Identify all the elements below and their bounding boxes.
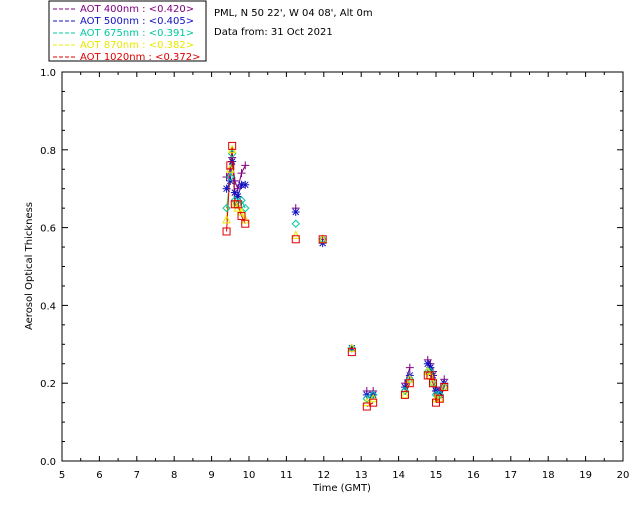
series-segment	[237, 173, 243, 189]
plot-frame	[61, 71, 624, 462]
triangle-marker	[347, 343, 357, 352]
square-marker	[237, 211, 246, 220]
x-tick-label: 7	[134, 470, 140, 481]
legend-frame	[48, 0, 207, 62]
square-marker	[233, 200, 242, 209]
x-tick-label: 20	[617, 470, 630, 481]
plus-marker	[237, 169, 246, 178]
series-segment	[241, 200, 246, 209]
triangle-marker	[368, 393, 378, 403]
y-axis-label: Aerosol Optical Thickness	[24, 202, 35, 330]
asterisk-marker	[291, 208, 300, 217]
x-tick-label: 15	[430, 470, 443, 481]
x-tick-label: 11	[280, 470, 293, 481]
diamond-marker	[241, 203, 250, 213]
diamond-marker	[400, 386, 410, 396]
y-tick-label: 0.8	[40, 146, 56, 157]
square-marker	[426, 371, 435, 380]
x-tick-label: 8	[171, 470, 177, 481]
square-marker	[241, 219, 250, 228]
triangle-marker	[222, 214, 231, 224]
y-tick-label: 1.0	[40, 68, 56, 79]
legend-label: AOT 500nm : <0.405>	[80, 16, 194, 27]
x-tick-label: 17	[504, 470, 517, 481]
asterisk-marker	[222, 184, 231, 193]
y-tick-label: 0.2	[40, 379, 56, 390]
x-tick-label: 14	[392, 470, 405, 481]
series-segment	[241, 165, 246, 174]
square-marker	[318, 235, 327, 244]
asterisk-marker	[241, 180, 250, 189]
legend: AOT 400nm : <0.420>AOT 500nm : <0.405>AO…	[48, 0, 207, 63]
triangle-marker	[423, 366, 433, 376]
y-tick-label: 0.6	[40, 224, 56, 235]
x-tick-label: 9	[208, 470, 214, 481]
square-marker	[400, 390, 409, 399]
x-tick-label: 10	[243, 470, 256, 481]
plus-marker	[241, 161, 250, 170]
square-marker	[347, 348, 356, 357]
axes: 5 6 7 8 9 10 11 12 13 14 15 16 17 18 19 20 0.0 0.2 0.4 0.6 0…	[40, 68, 629, 481]
legend-label: AOT 400nm : <0.420>	[80, 4, 194, 15]
square-marker	[405, 379, 414, 388]
x-tick-label: 13	[355, 470, 368, 481]
x-tick-label: 6	[96, 470, 102, 481]
legend-label: AOT 870nm : <0.382>	[80, 40, 194, 51]
diamond-marker	[368, 390, 378, 400]
y-tick-label: 0.4	[40, 301, 56, 312]
legend-label: AOT 1020nm : <0.372>	[80, 52, 200, 63]
square-marker	[440, 383, 449, 392]
triangle-marker	[405, 374, 415, 383]
square-marker	[226, 161, 235, 170]
triangle-marker	[237, 206, 246, 216]
square-marker	[429, 379, 438, 388]
x-tick-label: 19	[579, 470, 592, 481]
series-segment	[226, 165, 231, 232]
square-marker	[222, 227, 231, 236]
location-text: PML, N 50 22', W 04 08', Alt 0m	[214, 8, 373, 19]
diamond-marker	[222, 203, 231, 213]
diamond-marker	[291, 219, 300, 228]
y-tick-label: 0.0	[40, 457, 56, 468]
x-tick-label: 16	[467, 470, 480, 481]
markers	[222, 141, 449, 411]
plus-marker	[405, 363, 414, 372]
x-tick-label: 18	[542, 470, 555, 481]
triangle-marker	[362, 397, 372, 407]
triangle-marker	[291, 230, 301, 239]
x-tick-label: 5	[59, 470, 65, 481]
square-marker	[435, 394, 444, 403]
square-marker	[291, 235, 300, 244]
date-text: Data from: 31 Oct 2021	[214, 27, 333, 38]
x-axis-label: Time (GMT)	[312, 483, 371, 494]
x-tick-label: 12	[317, 470, 330, 481]
series-segment	[237, 184, 242, 197]
diamond-marker	[435, 390, 444, 400]
diamond-marker	[226, 172, 235, 182]
square-marker	[369, 398, 378, 407]
square-marker	[228, 141, 237, 150]
diamond-marker	[362, 394, 372, 403]
legend-label: AOT 675nm : <0.391>	[80, 28, 194, 39]
